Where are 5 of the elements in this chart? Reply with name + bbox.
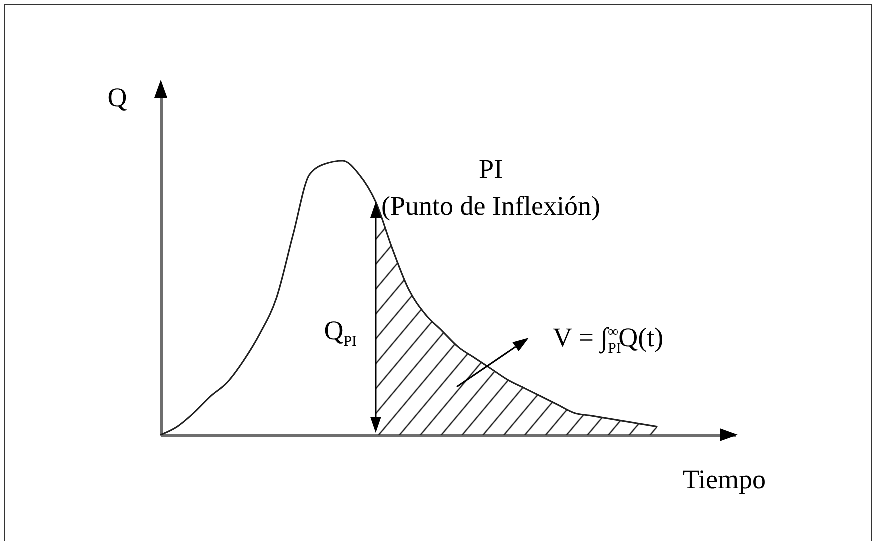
annotation: V = ∫$_{PI}$$^{∞}$Q(t) [553, 322, 664, 357]
x-axis-title: Tiempo [682, 464, 766, 494]
annotation: PI (Punto de Inflexión) [382, 153, 600, 223]
y-axis-title: Q [108, 82, 128, 112]
annotation: Q$_{PI}$ [324, 314, 357, 350]
